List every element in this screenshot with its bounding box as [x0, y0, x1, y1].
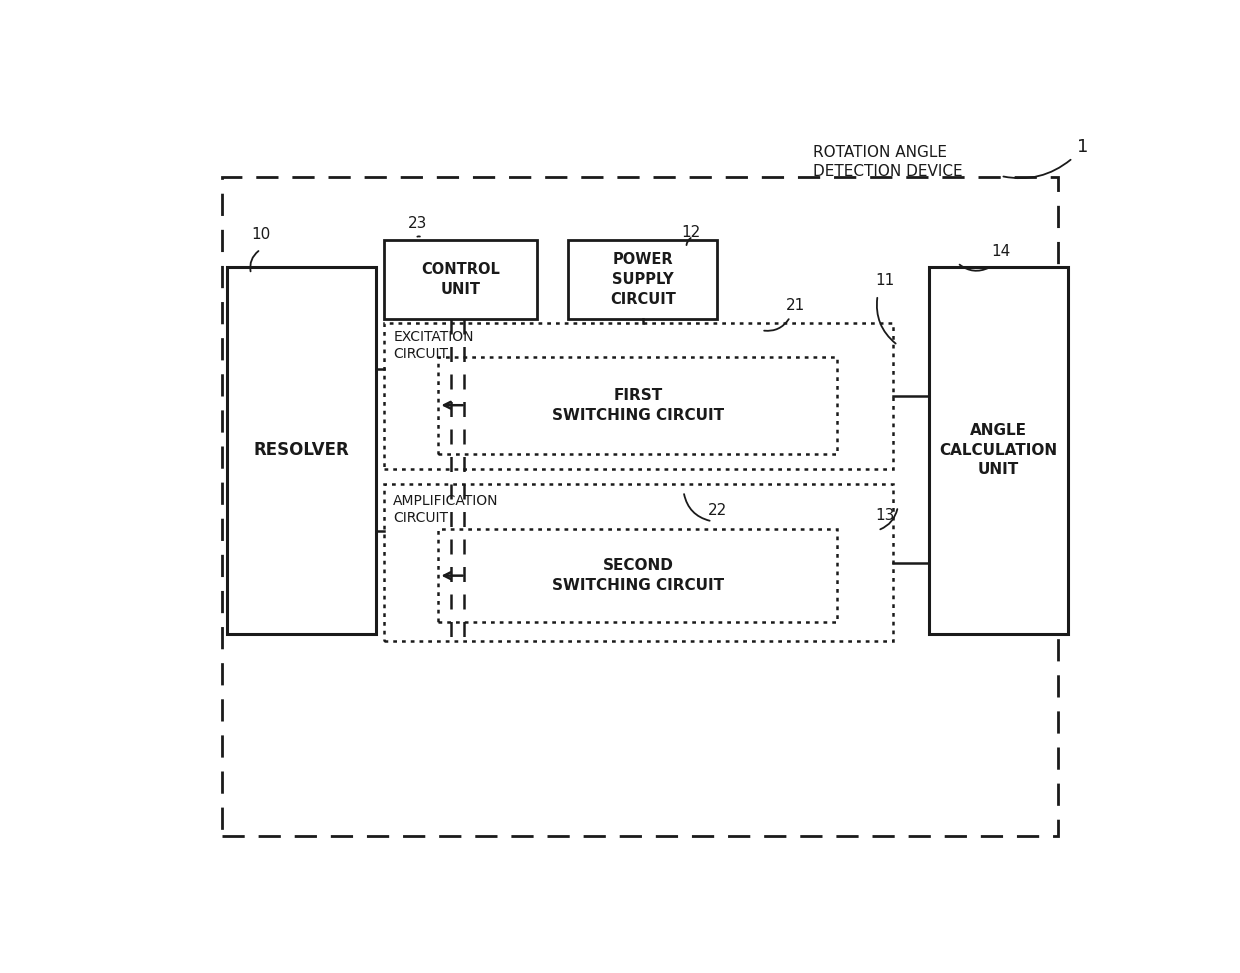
Text: ROTATION ANGLE
DETECTION DEVICE: ROTATION ANGLE DETECTION DEVICE — [813, 145, 963, 178]
Text: POWER
SUPPLY
CIRCUIT: POWER SUPPLY CIRCUIT — [610, 252, 676, 307]
Text: CONTROL
UNIT: CONTROL UNIT — [422, 263, 500, 297]
Text: 13: 13 — [875, 508, 895, 523]
Text: SECOND
SWITCHING CIRCUIT: SECOND SWITCHING CIRCUIT — [552, 559, 724, 594]
Text: 11: 11 — [875, 272, 895, 288]
Bar — [439, 356, 837, 453]
Bar — [383, 240, 537, 319]
Text: RESOLVER: RESOLVER — [254, 441, 350, 459]
Text: FIRST
SWITCHING CIRCUIT: FIRST SWITCHING CIRCUIT — [552, 388, 724, 422]
Bar — [568, 240, 717, 319]
Bar — [227, 267, 376, 633]
Bar — [383, 323, 893, 469]
Text: EXCITATION
CIRCUIT: EXCITATION CIRCUIT — [393, 330, 474, 361]
Bar — [222, 177, 1058, 836]
Text: 1: 1 — [1076, 138, 1087, 156]
Bar — [439, 529, 837, 623]
Text: 12: 12 — [682, 226, 701, 240]
Text: 23: 23 — [408, 216, 427, 231]
Text: ANGLE
CALCULATION
UNIT: ANGLE CALCULATION UNIT — [939, 423, 1058, 478]
Text: 22: 22 — [708, 503, 727, 518]
Text: 21: 21 — [785, 298, 805, 313]
Text: 10: 10 — [250, 227, 270, 242]
Bar — [383, 484, 893, 641]
Bar — [929, 267, 1068, 633]
Text: 14: 14 — [991, 244, 1011, 259]
Text: AMPLIFICATION
CIRCUIT: AMPLIFICATION CIRCUIT — [393, 493, 498, 524]
